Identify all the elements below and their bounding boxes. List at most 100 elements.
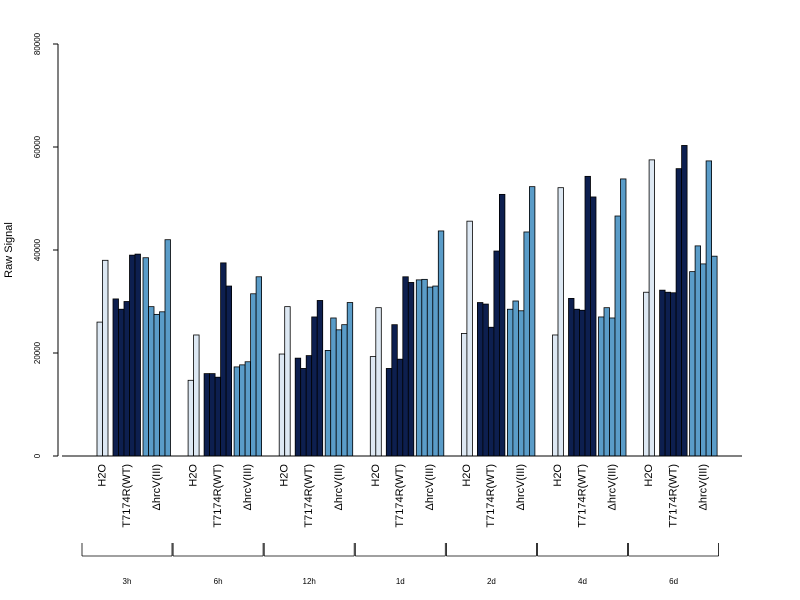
condition-label: ΔhrcV(III) bbox=[424, 464, 436, 510]
bar-6h-1-3 bbox=[220, 262, 227, 457]
bar-6h-1-1 bbox=[209, 373, 216, 457]
condition-label: T7174R(WT) bbox=[485, 464, 497, 528]
bar-3h-0-1 bbox=[102, 259, 109, 457]
condition-label: T7174R(WT) bbox=[394, 464, 406, 528]
condition-label: T7174R(WT) bbox=[667, 464, 679, 528]
y-tick-label: 60000 bbox=[33, 135, 42, 158]
x-axis: H2O T7174R(WT) ΔhrcV(III) 3h H2O T7174R(WT) Δh… bbox=[62, 455, 742, 586]
condition-label: ΔhrcV(III) bbox=[515, 464, 527, 510]
bar-6d-1-3 bbox=[675, 168, 682, 457]
bar-6h-1-0 bbox=[203, 373, 211, 457]
bar-6h-1-4 bbox=[225, 285, 233, 457]
y-tick-label: 20000 bbox=[33, 341, 42, 364]
condition-label: T7174R(WT) bbox=[303, 464, 315, 528]
bar-4d-2-0 bbox=[598, 316, 605, 457]
bar-2d-2-4 bbox=[529, 186, 536, 457]
group-label: 12h bbox=[303, 577, 316, 586]
group-label: 4d bbox=[578, 577, 587, 586]
bar-3h-2-2 bbox=[153, 313, 160, 457]
bar-6d-0-0 bbox=[643, 291, 650, 457]
bar-12h-0-1 bbox=[284, 306, 291, 457]
condition-label: ΔhrcV(III) bbox=[606, 464, 618, 510]
bar-1d-1-0 bbox=[385, 368, 393, 457]
bar-3h-2-4 bbox=[164, 239, 171, 457]
bar-4d-0-0 bbox=[552, 334, 559, 457]
bar-1d-1-3 bbox=[402, 276, 409, 457]
bar-6h-2-3 bbox=[250, 293, 257, 457]
bar-12h-1-0 bbox=[294, 357, 302, 457]
bar-1d-2-3 bbox=[432, 285, 439, 457]
bar-2d-1-3 bbox=[493, 250, 500, 457]
bar-2d-2-1 bbox=[512, 300, 519, 457]
bar-12h-2-0 bbox=[324, 350, 332, 457]
condition-label: H2O bbox=[97, 464, 109, 487]
bars bbox=[96, 145, 718, 457]
condition-label: H2O bbox=[370, 464, 382, 487]
bar-2d-1-2 bbox=[487, 326, 495, 457]
bar-4d-1-2 bbox=[579, 309, 586, 457]
bar-12h-2-4 bbox=[346, 302, 354, 457]
bar-3h-2-1 bbox=[148, 306, 155, 457]
y-tick-label: 80000 bbox=[33, 32, 42, 55]
bar-12h-1-2 bbox=[305, 355, 313, 457]
bar-12h-1-1 bbox=[300, 368, 307, 457]
bar-4d-0-1 bbox=[557, 187, 564, 457]
bar-3h-2-0 bbox=[142, 257, 149, 457]
condition-label: ΔhrcV(III) bbox=[151, 464, 163, 510]
bar-6d-1-0 bbox=[659, 289, 666, 457]
condition-label: H2O bbox=[188, 464, 200, 487]
condition-label: T7174R(WT) bbox=[121, 464, 133, 528]
bar-6d-0-1 bbox=[648, 159, 655, 457]
bar-2d-2-2 bbox=[518, 310, 525, 457]
bar-12h-1-3 bbox=[311, 316, 318, 457]
bar-6h-2-0 bbox=[233, 366, 241, 457]
bar-6d-2-4 bbox=[711, 255, 718, 457]
bar-3h-1-4 bbox=[134, 253, 141, 457]
bar-4d-1-0 bbox=[568, 298, 575, 457]
y-axis: 0 20000 40000 60000 80000 bbox=[33, 32, 59, 458]
bar-1d-2-1 bbox=[421, 278, 428, 457]
bar-2d-2-3 bbox=[523, 231, 530, 457]
condition-label: H2O bbox=[643, 464, 655, 487]
bar-6h-2-2 bbox=[244, 361, 252, 457]
bar-1d-1-2 bbox=[396, 358, 404, 457]
y-tick-label: 40000 bbox=[33, 238, 42, 261]
bar-6d-2-3 bbox=[705, 160, 712, 457]
bar-3h-2-3 bbox=[159, 311, 166, 457]
bar-12h-2-1 bbox=[330, 317, 337, 457]
bar-1d-1-1 bbox=[391, 324, 398, 457]
condition-label: ΔhrcV(III) bbox=[242, 464, 254, 510]
bar-3h-1-1 bbox=[118, 308, 125, 457]
bar-12h-2-3 bbox=[341, 324, 348, 457]
condition-label: T7174R(WT) bbox=[212, 464, 224, 528]
group-label: 6h bbox=[214, 577, 223, 586]
bar-1d-2-2 bbox=[426, 286, 434, 457]
bar-6d-1-2 bbox=[670, 292, 677, 457]
bar-6d-2-2 bbox=[700, 263, 707, 457]
bar-1d-0-1 bbox=[375, 307, 382, 457]
bar-6h-2-4 bbox=[255, 276, 263, 457]
bar-2d-0-0 bbox=[460, 333, 468, 457]
bar-3h-1-2 bbox=[123, 301, 130, 457]
condition-label: ΔhrcV(III) bbox=[333, 464, 345, 510]
bar-2d-1-1 bbox=[482, 303, 489, 457]
bar-2d-1-0 bbox=[476, 302, 484, 457]
bar-4d-1-1 bbox=[573, 308, 580, 457]
bar-2d-0-1 bbox=[466, 220, 473, 457]
bar-6h-2-1 bbox=[239, 364, 246, 457]
group-label: 3h bbox=[123, 577, 132, 586]
condition-label: H2O bbox=[552, 464, 564, 487]
bar-4d-2-1 bbox=[603, 307, 610, 457]
bar-6h-1-2 bbox=[214, 376, 222, 457]
bar-4d-2-3 bbox=[614, 215, 621, 457]
bar-12h-2-2 bbox=[335, 329, 343, 457]
bar-1d-0-0 bbox=[369, 356, 377, 457]
group-label: 2d bbox=[487, 577, 496, 586]
group-label: 1d bbox=[396, 577, 405, 586]
bar-6h-0-0 bbox=[187, 379, 195, 457]
condition-label: ΔhrcV(III) bbox=[697, 464, 709, 510]
bar-1d-2-0 bbox=[415, 279, 423, 457]
condition-label: T7174R(WT) bbox=[576, 464, 588, 528]
bar-6d-2-0 bbox=[689, 271, 696, 457]
bar-1d-1-4 bbox=[407, 282, 415, 457]
